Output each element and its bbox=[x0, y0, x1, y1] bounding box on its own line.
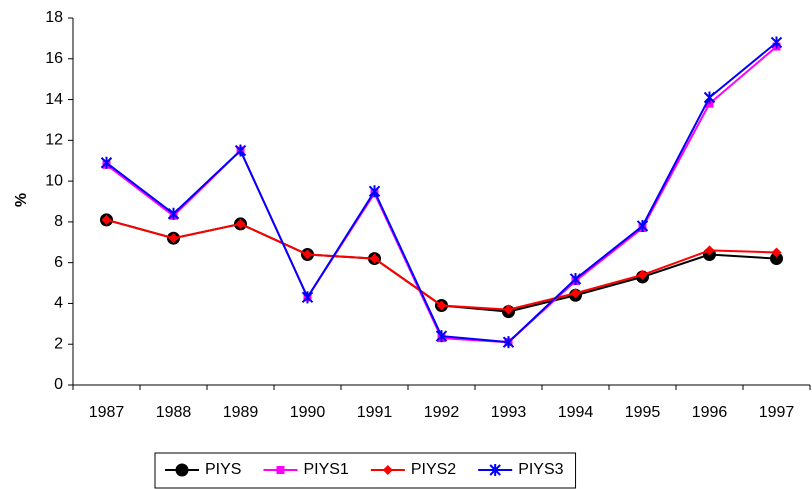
marker bbox=[569, 272, 582, 285]
marker bbox=[175, 463, 189, 477]
marker bbox=[276, 466, 285, 474]
marker bbox=[235, 218, 246, 229]
x-tick-label: 1990 bbox=[290, 404, 326, 421]
marker bbox=[301, 291, 314, 304]
legend-label: PIYS1 bbox=[303, 461, 348, 478]
y-tick-label: 16 bbox=[45, 50, 63, 67]
marker bbox=[435, 330, 448, 343]
y-tick-label: 0 bbox=[54, 376, 63, 393]
marker bbox=[436, 300, 447, 311]
marker bbox=[703, 91, 716, 104]
series-line bbox=[105, 41, 778, 344]
y-tick-label: 18 bbox=[45, 9, 63, 26]
marker bbox=[637, 269, 648, 280]
marker bbox=[100, 156, 113, 169]
y-tick-label: 8 bbox=[54, 213, 63, 230]
x-tick-label: 1996 bbox=[692, 404, 728, 421]
x-tick-label: 1997 bbox=[759, 404, 795, 421]
marker bbox=[502, 336, 515, 349]
y-tick-label: 2 bbox=[54, 335, 63, 352]
marker bbox=[636, 219, 649, 232]
marker bbox=[770, 36, 783, 49]
marker bbox=[101, 214, 112, 225]
marker bbox=[302, 249, 313, 260]
marker bbox=[382, 465, 393, 475]
y-tick-label: 10 bbox=[45, 172, 63, 189]
x-tick-label: 1994 bbox=[558, 404, 594, 421]
legend-label: PIYS2 bbox=[411, 461, 456, 478]
marker bbox=[368, 185, 381, 198]
marker bbox=[570, 288, 581, 299]
marker bbox=[167, 207, 180, 220]
marker bbox=[369, 253, 380, 264]
legend: PIYS PIYS1 PIYS2 PIYS3 bbox=[154, 452, 577, 489]
series-line bbox=[106, 218, 777, 313]
y-tick-label: 12 bbox=[45, 132, 63, 149]
x-tick-label: 1988 bbox=[156, 404, 192, 421]
x-tick-label: 1991 bbox=[357, 404, 393, 421]
y-tick-label: 6 bbox=[54, 254, 63, 271]
x-tick-label: 1987 bbox=[89, 404, 125, 421]
y-axis-label: % bbox=[13, 193, 30, 207]
y-tick-label: 14 bbox=[45, 91, 63, 108]
x-tick-label: 1992 bbox=[424, 404, 460, 421]
legend-label: PIYS bbox=[205, 461, 241, 478]
marker bbox=[705, 99, 714, 108]
marker bbox=[489, 464, 501, 476]
marker bbox=[234, 144, 247, 157]
marker bbox=[503, 304, 514, 315]
y-tick-label: 4 bbox=[54, 295, 63, 312]
x-tick-label: 1989 bbox=[223, 404, 259, 421]
marker bbox=[771, 247, 782, 258]
legend-label: PIYS3 bbox=[518, 461, 563, 478]
x-tick-label: 1995 bbox=[625, 404, 661, 421]
marker bbox=[168, 233, 179, 244]
series-line bbox=[105, 45, 778, 344]
x-tick-label: 1993 bbox=[491, 404, 527, 421]
marker bbox=[704, 245, 715, 256]
